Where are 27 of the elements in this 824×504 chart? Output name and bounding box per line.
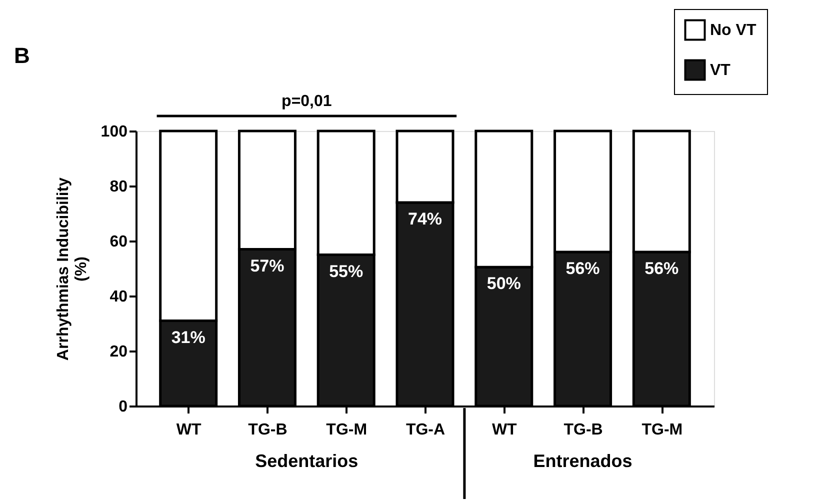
data-label: 56% xyxy=(644,259,679,278)
text: Entrenados xyxy=(533,451,632,471)
y-tick-label: 0 xyxy=(118,398,128,416)
y-tick-label: 60 xyxy=(110,234,128,250)
x-tick-label: WT xyxy=(492,422,518,438)
y-tick-label: 100 xyxy=(100,124,128,140)
x-tick-label: TG-M xyxy=(326,422,368,438)
y-tick-label: 20 xyxy=(110,344,128,360)
legend-label: VT xyxy=(710,62,731,79)
text: p=0,01 xyxy=(282,93,332,110)
data-label: 57% xyxy=(250,256,284,276)
y-tick-label: 40 xyxy=(110,288,128,306)
x-tick-label: TG-B xyxy=(564,422,603,438)
text: Sedentarios xyxy=(255,451,358,471)
data-label: 50% xyxy=(486,274,521,294)
x-tick-label: WT xyxy=(176,422,202,438)
x-tick-label: TG-A xyxy=(406,422,446,438)
legend-label: No VT xyxy=(710,22,756,39)
data-label: 31% xyxy=(171,328,206,347)
chart-title: B xyxy=(14,43,30,68)
x-tick-label: TG-B xyxy=(248,422,288,438)
data-label: 55% xyxy=(329,262,364,281)
data-label: 56% xyxy=(566,259,600,278)
x-tick-label: TG-M xyxy=(642,422,683,438)
data-label: 74% xyxy=(408,210,442,228)
y-tick-label: 80 xyxy=(110,178,128,196)
y-axis-title: Arrhythmias Inducibility (%) xyxy=(54,177,90,361)
